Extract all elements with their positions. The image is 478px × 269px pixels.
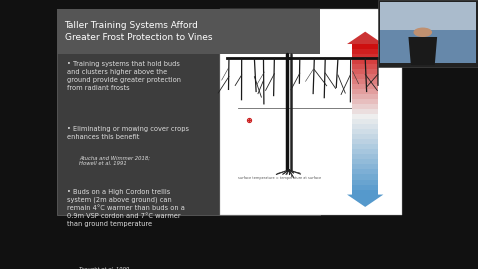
Text: surface temperature = temperature at surface: surface temperature = temperature at sur… bbox=[238, 176, 321, 180]
FancyBboxPatch shape bbox=[352, 164, 378, 169]
Polygon shape bbox=[408, 37, 437, 65]
FancyBboxPatch shape bbox=[352, 49, 378, 54]
FancyBboxPatch shape bbox=[352, 99, 378, 104]
FancyBboxPatch shape bbox=[352, 109, 378, 114]
Text: Trought et al. 1999: Trought et al. 1999 bbox=[79, 267, 129, 269]
FancyBboxPatch shape bbox=[352, 89, 378, 94]
FancyBboxPatch shape bbox=[352, 139, 378, 144]
FancyBboxPatch shape bbox=[352, 54, 378, 59]
FancyBboxPatch shape bbox=[352, 190, 378, 194]
FancyBboxPatch shape bbox=[352, 144, 378, 149]
Text: Atucha and Wimmer 2018;
Howell et al. 1991: Atucha and Wimmer 2018; Howell et al. 19… bbox=[79, 155, 150, 167]
FancyBboxPatch shape bbox=[352, 84, 378, 89]
FancyBboxPatch shape bbox=[352, 114, 378, 119]
FancyBboxPatch shape bbox=[352, 79, 378, 84]
Polygon shape bbox=[347, 32, 383, 44]
FancyBboxPatch shape bbox=[57, 9, 320, 215]
FancyBboxPatch shape bbox=[352, 124, 378, 129]
FancyBboxPatch shape bbox=[352, 169, 378, 175]
FancyBboxPatch shape bbox=[352, 44, 378, 49]
FancyBboxPatch shape bbox=[352, 149, 378, 154]
FancyBboxPatch shape bbox=[352, 59, 378, 64]
Polygon shape bbox=[347, 194, 383, 207]
Text: • Training systems that hold buds
and clusters higher above the
ground provide g: • Training systems that hold buds and cl… bbox=[67, 61, 181, 91]
FancyBboxPatch shape bbox=[352, 175, 378, 179]
FancyBboxPatch shape bbox=[352, 94, 378, 99]
FancyBboxPatch shape bbox=[352, 119, 378, 124]
Text: • Eliminating or mowing cover crops
enhances this benefit: • Eliminating or mowing cover crops enha… bbox=[67, 126, 189, 140]
FancyBboxPatch shape bbox=[352, 134, 378, 139]
Text: • Buds on a High Cordon trellis
system (2m above ground) can
remain 4°C warmer t: • Buds on a High Cordon trellis system (… bbox=[67, 189, 185, 227]
FancyBboxPatch shape bbox=[57, 9, 320, 54]
FancyBboxPatch shape bbox=[380, 2, 476, 30]
FancyBboxPatch shape bbox=[352, 185, 378, 190]
FancyBboxPatch shape bbox=[352, 69, 378, 74]
FancyBboxPatch shape bbox=[352, 64, 378, 69]
FancyBboxPatch shape bbox=[352, 154, 378, 160]
FancyBboxPatch shape bbox=[380, 12, 476, 63]
Text: Taller Training Systems Afford
Greater Frost Protection to Vines: Taller Training Systems Afford Greater F… bbox=[65, 21, 212, 43]
FancyBboxPatch shape bbox=[352, 104, 378, 109]
FancyBboxPatch shape bbox=[352, 74, 378, 79]
Circle shape bbox=[414, 28, 431, 36]
FancyBboxPatch shape bbox=[378, 0, 478, 67]
FancyBboxPatch shape bbox=[220, 9, 402, 215]
FancyBboxPatch shape bbox=[352, 179, 378, 185]
FancyBboxPatch shape bbox=[352, 160, 378, 164]
FancyBboxPatch shape bbox=[352, 129, 378, 134]
